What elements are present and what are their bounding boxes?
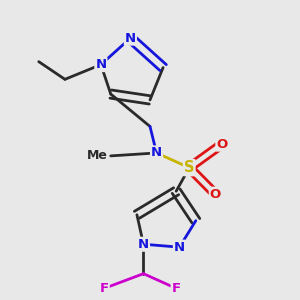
- Text: O: O: [216, 138, 228, 151]
- Text: N: N: [138, 238, 149, 251]
- Text: Me: Me: [87, 149, 107, 162]
- Text: F: F: [172, 282, 181, 295]
- Text: N: N: [125, 32, 136, 45]
- Text: N: N: [174, 241, 185, 254]
- Text: N: N: [95, 58, 106, 71]
- Text: F: F: [100, 282, 109, 295]
- Text: S: S: [184, 160, 194, 175]
- Text: O: O: [210, 188, 221, 201]
- Text: N: N: [151, 146, 162, 159]
